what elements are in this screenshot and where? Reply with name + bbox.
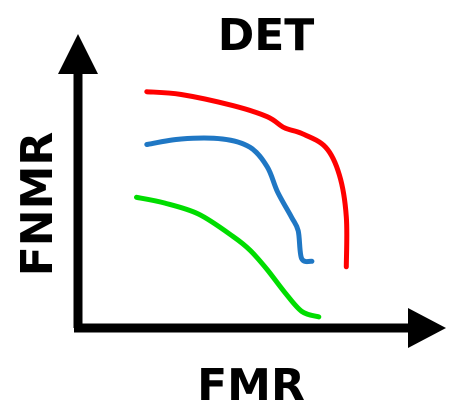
series-group <box>134 89 350 320</box>
series-line-2 <box>144 135 315 265</box>
x-axis-arrowhead <box>408 308 446 348</box>
axes <box>58 34 446 348</box>
chart-title: DET <box>218 10 315 61</box>
series-line-3 <box>134 194 322 320</box>
x-axis-label: FMR <box>197 360 305 406</box>
y-axis-arrowhead <box>58 34 98 74</box>
series-line-1 <box>144 89 350 270</box>
y-axis-label: FNMR <box>12 132 63 277</box>
